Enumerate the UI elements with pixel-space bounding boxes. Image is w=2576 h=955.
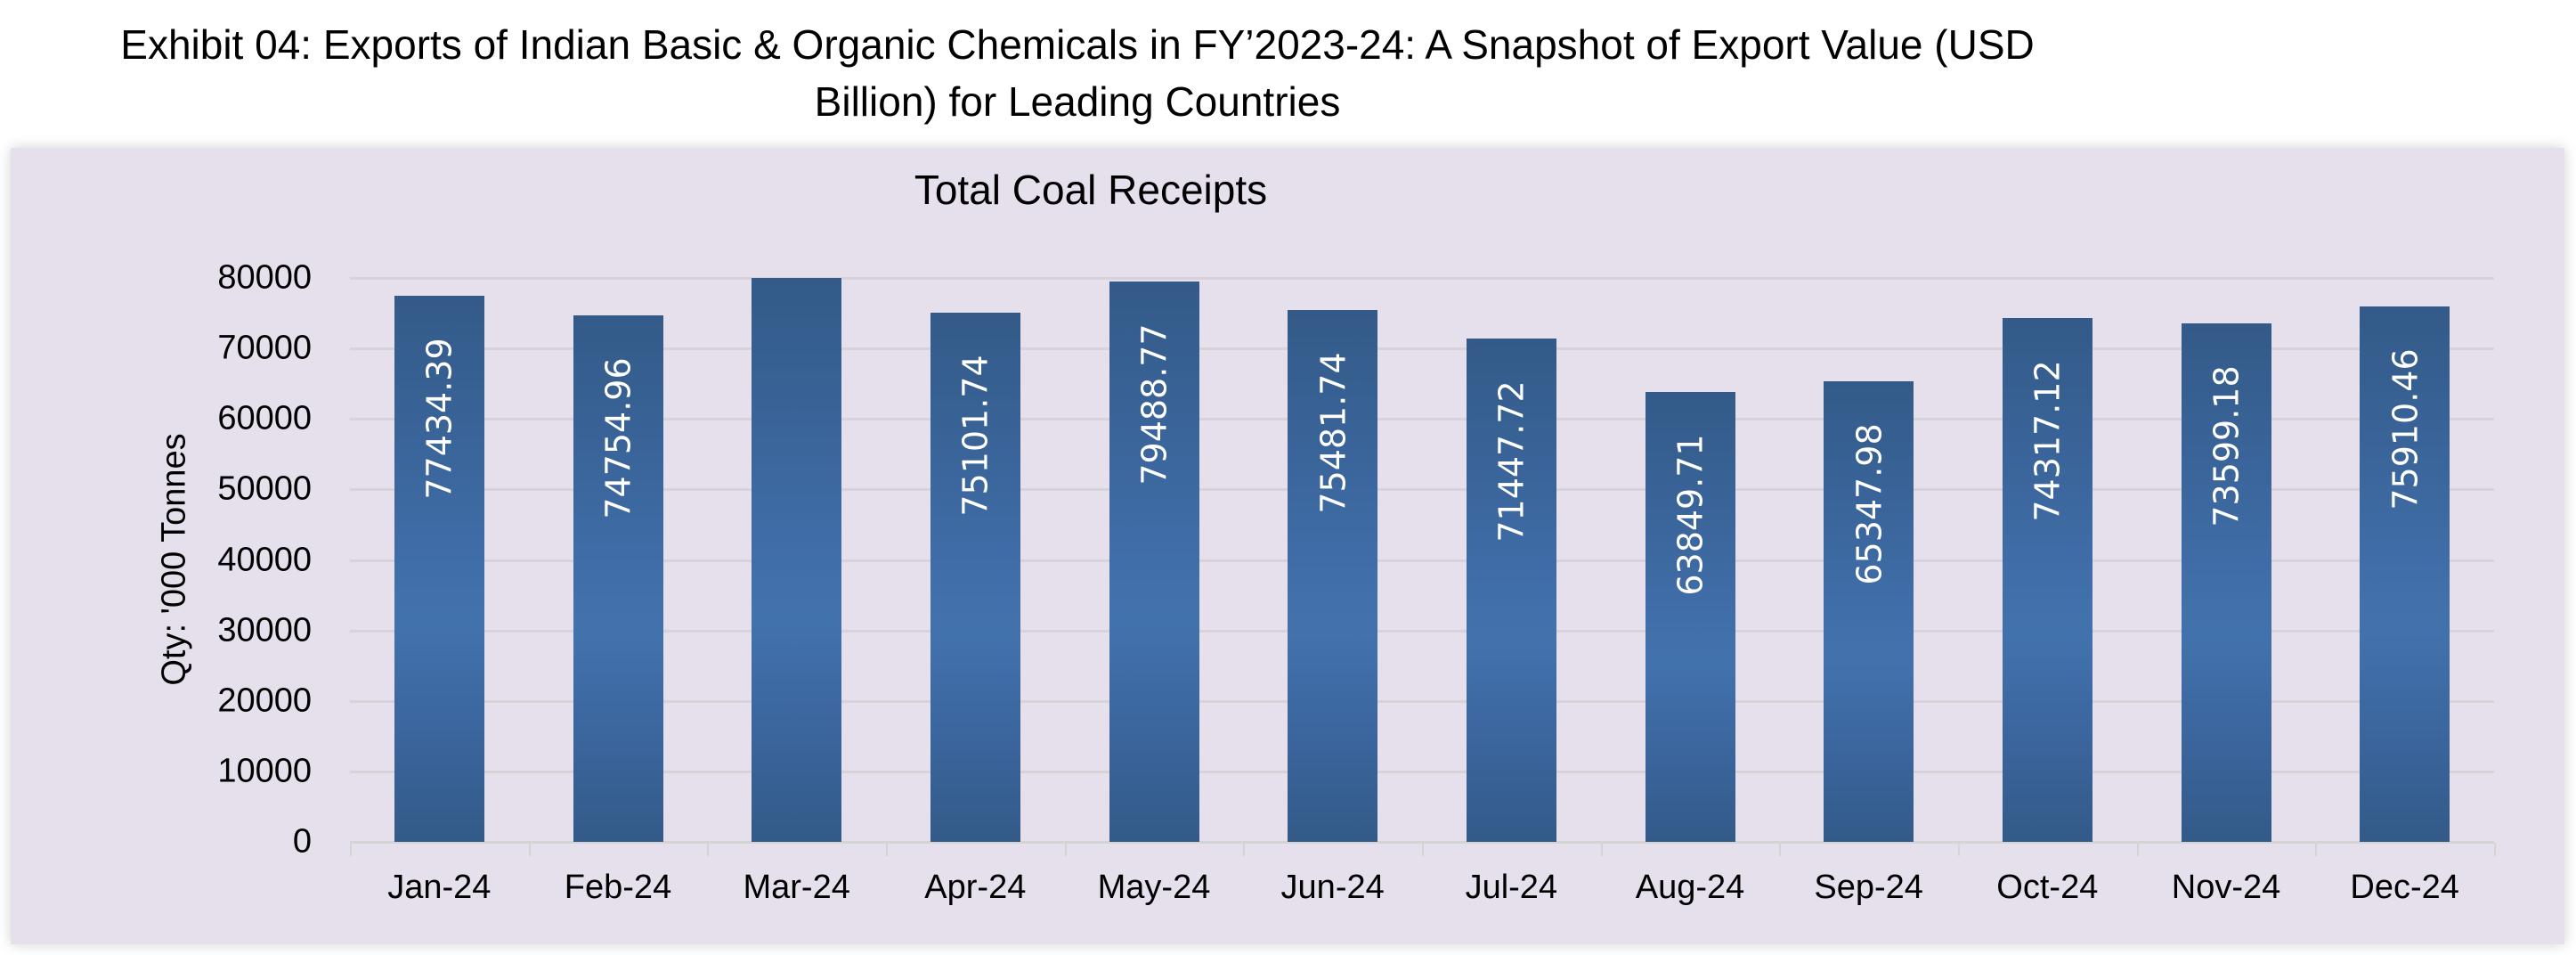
x-tick-mark <box>2315 843 2318 856</box>
exhibit-title: Exhibit 04: Exports of Indian Basic & Or… <box>0 16 2155 130</box>
bar-data-label: 71447.72 <box>1491 380 1532 543</box>
y-tick-label: 60000 <box>217 399 312 437</box>
x-tick-mark <box>350 843 352 856</box>
x-tick-mark <box>1064 843 1067 856</box>
bar-data-label: 63849.71 <box>1670 434 1711 596</box>
bar-jul-24: 71447.72 <box>1466 338 1556 842</box>
bar-may-24: 79488.77 <box>1109 282 1199 842</box>
x-tick-label: Feb-24 <box>564 869 672 906</box>
exhibit-title-line1: Exhibit 04: Exports of Indian Basic & Or… <box>120 21 2035 68</box>
y-tick-label: 80000 <box>217 258 312 297</box>
x-tick-label: Oct-24 <box>1996 869 2099 906</box>
x-tick-label: Jul-24 <box>1465 869 1558 906</box>
x-tick-mark <box>1958 843 1960 856</box>
gridline <box>350 559 2494 562</box>
y-tick-label: 50000 <box>217 469 312 508</box>
chart-title: Total Coal Receipts <box>914 167 1268 213</box>
bar-aug-24: 63849.71 <box>1645 391 1735 842</box>
gridline <box>350 629 2494 633</box>
gridline <box>350 770 2494 773</box>
bar-data-label: 65347.98 <box>1849 423 1889 585</box>
x-tick-label: Nov-24 <box>2171 869 2281 906</box>
x-tick-mark <box>707 843 710 856</box>
bar-data-label: 79488.77 <box>1134 323 1174 486</box>
x-tick-mark <box>886 843 888 856</box>
x-tick-mark <box>1600 843 1603 856</box>
x-tick-label: Aug-24 <box>1635 869 1745 906</box>
x-tick-label: Dec-24 <box>2350 869 2459 906</box>
x-tick-label: Sep-24 <box>1814 869 1923 906</box>
bar-apr-24: 75101.74 <box>930 312 1020 842</box>
bar-data-label: 74317.12 <box>2027 360 2068 522</box>
gridline <box>350 699 2494 703</box>
bar-data-label: 75910.46 <box>2385 348 2426 511</box>
bar-data-label: 75481.74 <box>1313 352 1353 514</box>
bar-mar-24 <box>752 278 842 842</box>
bar-data-label: 74754.96 <box>598 356 638 519</box>
y-tick-label: 40000 <box>217 541 312 578</box>
x-tick-mark <box>1422 843 1424 856</box>
gridline <box>350 277 2494 280</box>
x-axis-line <box>350 841 2494 844</box>
x-tick-mark <box>1779 843 1782 856</box>
y-tick-label: 0 <box>292 822 312 861</box>
gridline <box>350 347 2494 351</box>
bar-dec-24: 75910.46 <box>2360 306 2450 842</box>
gridline <box>350 488 2494 492</box>
x-tick-label: May-24 <box>1097 869 1211 906</box>
x-tick-mark <box>1243 843 1246 856</box>
x-tick-label: Jun-24 <box>1280 869 1385 906</box>
x-tick-mark <box>528 843 531 856</box>
y-tick-label: 30000 <box>217 611 312 649</box>
bar-jun-24: 75481.74 <box>1288 309 1378 842</box>
x-tick-label: Mar-24 <box>743 869 850 906</box>
y-tick-label: 20000 <box>217 682 312 720</box>
bar-feb-24: 74754.96 <box>573 314 663 842</box>
exhibit-title-line2: Billion) for Leading Countries <box>814 78 1341 125</box>
bar-data-label: 73599.18 <box>2206 364 2247 527</box>
x-tick-mark <box>2494 843 2496 856</box>
bar-sep-24: 65347.98 <box>1824 380 1914 842</box>
bar-oct-24: 74317.12 <box>2002 317 2092 842</box>
x-tick-mark <box>2136 843 2139 856</box>
bar-data-label: 75101.74 <box>955 355 995 517</box>
x-tick-label: Jan-24 <box>387 869 492 906</box>
x-tick-label: Apr-24 <box>924 869 1027 906</box>
bar-jan-24: 77434.39 <box>394 296 484 842</box>
gridline <box>350 418 2494 421</box>
bar-nov-24: 73599.18 <box>2181 322 2271 842</box>
y-tick-label: 70000 <box>217 329 312 367</box>
y-tick-label: 10000 <box>217 752 312 790</box>
bar-data-label: 77434.39 <box>419 338 459 500</box>
